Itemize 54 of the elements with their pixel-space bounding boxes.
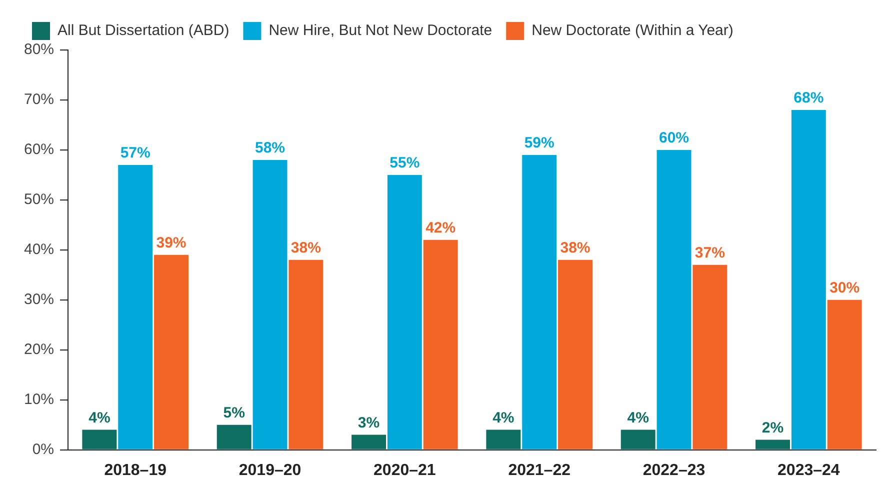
legend-label: All But Dissertation (ABD) xyxy=(58,22,230,40)
x-tick-label: 2018–19 xyxy=(104,462,167,479)
bar xyxy=(656,150,692,450)
x-tick-label: 2022–23 xyxy=(642,462,706,479)
bar xyxy=(558,260,592,450)
data-label: 60% xyxy=(658,130,690,147)
data-label: 55% xyxy=(390,154,420,172)
bar xyxy=(82,430,117,450)
y-tick-label: 20% xyxy=(24,340,54,358)
bar xyxy=(118,164,153,450)
bar xyxy=(352,434,386,450)
bar xyxy=(154,254,188,450)
legend-label: New Doctorate (Within a Year) xyxy=(532,22,734,40)
legend-label: New Hire, But Not New Doctorate xyxy=(268,22,492,40)
data-label: 58% xyxy=(255,140,286,157)
x-tick-label: 2019–20 xyxy=(238,462,302,479)
data-label: 3% xyxy=(358,414,380,432)
bar xyxy=(423,240,458,450)
data-label: 30% xyxy=(830,280,860,297)
x-tick-label: 2023–24 xyxy=(778,462,840,479)
data-label: 57% xyxy=(120,144,150,162)
bar xyxy=(692,264,728,450)
data-label: 37% xyxy=(694,244,725,262)
data-label: 42% xyxy=(426,220,456,237)
y-tick-label: 60% xyxy=(24,141,54,158)
y-tick-label: 50% xyxy=(24,191,54,208)
data-label: 68% xyxy=(794,90,824,107)
bar xyxy=(620,430,656,450)
bar xyxy=(252,160,288,450)
bar xyxy=(791,110,826,450)
bar xyxy=(827,300,862,450)
y-tick-label: 30% xyxy=(24,291,54,308)
y-tick-label: 70% xyxy=(24,91,54,108)
y-tick-label: 10% xyxy=(24,390,54,408)
data-label: 5% xyxy=(223,404,245,422)
bar xyxy=(756,440,790,450)
data-label: 59% xyxy=(524,134,554,152)
data-label: 2% xyxy=(762,419,784,436)
bar xyxy=(522,154,557,450)
bar xyxy=(387,174,422,450)
data-label: 38% xyxy=(290,240,321,257)
data-label: 39% xyxy=(156,234,186,252)
data-label: 38% xyxy=(560,240,590,257)
bar xyxy=(486,430,521,450)
x-tick-label: 2020–21 xyxy=(374,462,436,479)
data-label: 4% xyxy=(88,409,110,426)
y-tick-label: 80% xyxy=(24,41,54,58)
data-label: 4% xyxy=(627,409,649,426)
data-label: 4% xyxy=(492,409,514,426)
y-tick-label: 40% xyxy=(24,241,54,258)
bar xyxy=(288,260,324,450)
y-tick-label: 0% xyxy=(32,440,54,458)
bar xyxy=(216,424,252,450)
x-tick-label: 2021–22 xyxy=(508,462,571,479)
